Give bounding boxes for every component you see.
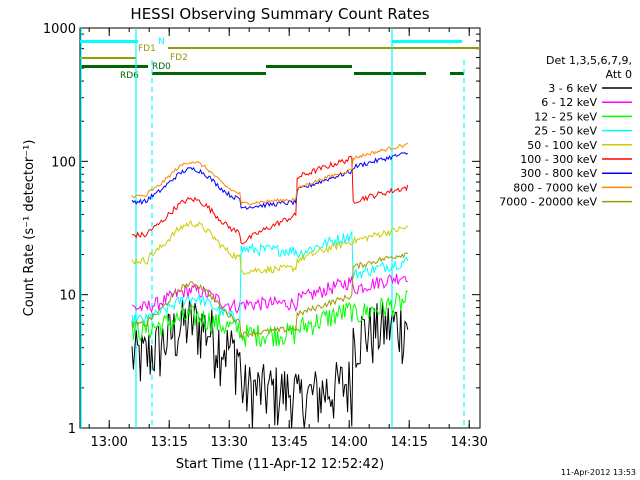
flag-rd0-bar	[80, 65, 148, 68]
plot-frame	[79, 27, 481, 429]
x-tick-label: 14:00	[330, 435, 367, 450]
y-tick-label: 10	[59, 289, 76, 304]
series-trace	[131, 142, 409, 206]
legend-entry-label: 6 - 12 keV	[541, 96, 597, 109]
flag-n-bar	[80, 40, 138, 43]
y-axis-label: Count Rate (s⁻¹ detector⁻¹)	[22, 140, 37, 317]
legend-entry-label: 800 - 7000 keV	[513, 181, 597, 194]
legend-entry-label: 7000 - 20000 keV	[499, 196, 597, 209]
flag-rd6-bar	[266, 65, 352, 68]
series-trace	[131, 300, 409, 429]
y-tick-label: 1000	[43, 22, 76, 37]
legend-entry-label: 300 - 800 keV	[520, 167, 597, 180]
series-trace	[131, 230, 409, 326]
flag-fd1-bar	[80, 57, 136, 59]
y-tick-label: 100	[51, 155, 76, 170]
flag-rd6-bar	[152, 72, 266, 75]
legend-header: Det 1,3,5,6,7,9,	[546, 54, 632, 67]
flag-fd2-bar	[168, 47, 480, 49]
series-trace	[131, 155, 409, 245]
flag-fd2-label: FD2	[170, 53, 188, 63]
y-tick-label: 1	[68, 422, 76, 437]
legend-entry-label: 12 - 25 keV	[534, 110, 597, 123]
legend-entry-label: 3 - 6 keV	[548, 82, 597, 95]
flag-rd0-label: RD0	[152, 62, 171, 72]
flag-rd6-bar	[450, 72, 464, 75]
legend-entry-label: 50 - 100 keV	[527, 139, 597, 152]
x-tick-label: 13:45	[270, 435, 307, 450]
chart-title: HESSI Observing Summary Count Rates	[130, 5, 429, 23]
legend-entry-label: 100 - 300 keV	[520, 153, 597, 166]
flag-rd6-label: RD6	[120, 71, 139, 81]
flag-n-label: N	[158, 37, 165, 47]
series-trace	[131, 290, 408, 348]
x-tick-label: 14:15	[390, 435, 427, 450]
x-tick-label: 13:30	[210, 435, 247, 450]
x-tick-label: 13:00	[90, 435, 127, 450]
x-tick-label: 14:30	[450, 435, 487, 450]
flag-rd6-bar	[354, 72, 426, 75]
axis-ticks: 13:00 13:15 13:30 13:45 14:00 14:15 14:30 1 10 10…	[43, 22, 488, 450]
legend-entry-label: 25 - 50 keV	[534, 125, 597, 138]
series-traces	[131, 142, 409, 429]
x-tick-label: 13:15	[150, 435, 187, 450]
series-trace	[131, 252, 409, 339]
x-axis-label: Start Time (11-Apr-12 12:52:42)	[176, 457, 384, 472]
timestamp: 11-Apr-2012 13:53	[561, 468, 636, 477]
legend-header: Att 0	[606, 68, 632, 81]
series-trace	[131, 220, 409, 276]
flag-fd1-label: FD1	[138, 44, 156, 54]
flag-n-bar	[392, 40, 462, 43]
series-trace	[131, 152, 409, 210]
